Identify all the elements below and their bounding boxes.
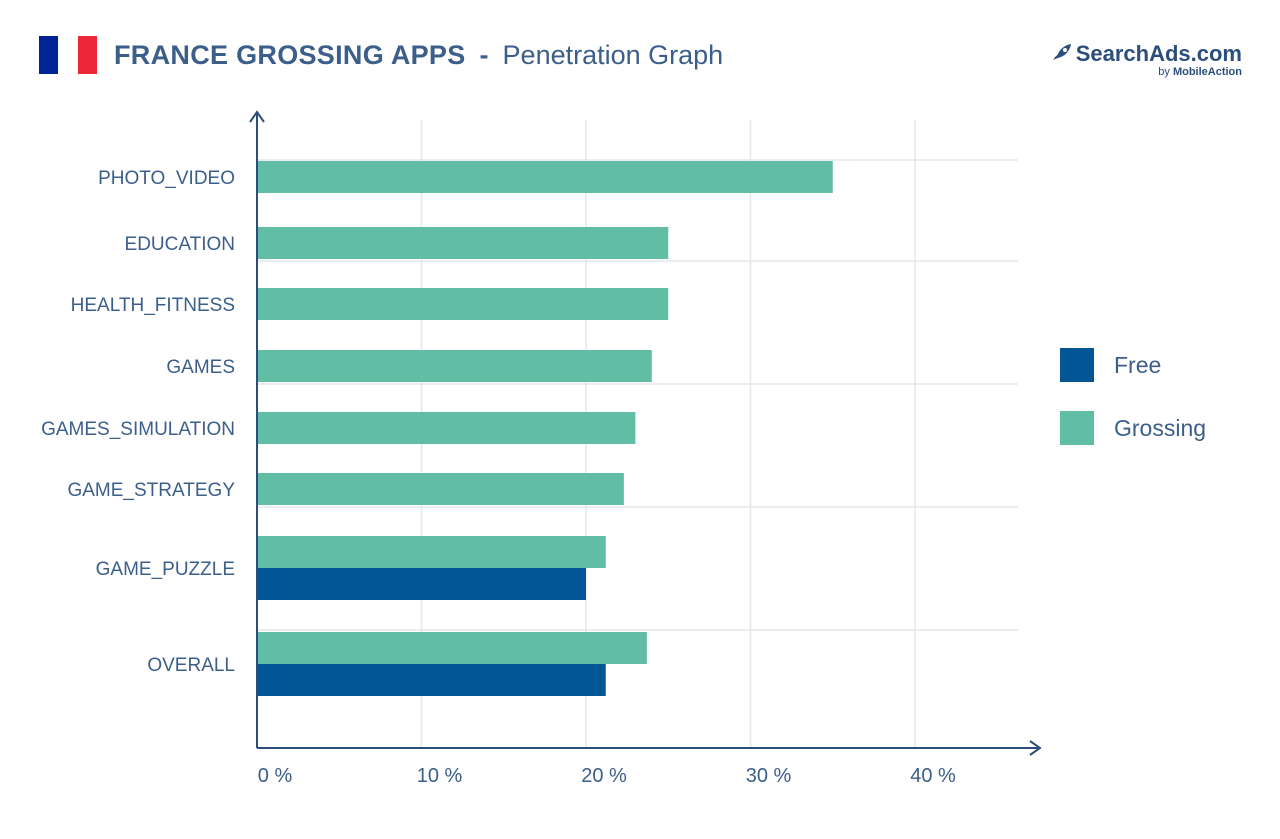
bar-grossing: [257, 227, 669, 259]
legend-label-grossing: Grossing: [1114, 415, 1206, 441]
title-separator: -: [479, 39, 489, 70]
x-tick-label: 10 %: [417, 765, 463, 787]
bar-free: [257, 568, 586, 600]
y-axis-arrow-icon: [249, 110, 265, 123]
bar-grossing: [257, 350, 652, 382]
bar-free: [257, 664, 606, 696]
bar-grossing: [257, 412, 636, 444]
logo-by-name: MobileAction: [1172, 66, 1242, 78]
bar-grossing: [257, 536, 606, 568]
searchads-logo: SearchAds.com by MobileAction: [1052, 42, 1242, 79]
category-label: GAME_PUZZLE: [96, 559, 235, 580]
x-tick-label: 30 %: [746, 765, 792, 787]
category-label: PHOTO_VIDEO: [98, 168, 235, 189]
category-label: EDUCATION: [125, 234, 235, 255]
legend-swatch-grossing: [1060, 411, 1094, 445]
rocket-icon: [1052, 42, 1072, 66]
flag-stripe-white: [58, 36, 78, 74]
x-axis-arrow-icon: [1029, 740, 1042, 756]
title-main: FRANCE GROSSING APPS: [114, 39, 466, 70]
x-tick-label: 40 %: [910, 765, 956, 787]
category-label: GAMES: [166, 357, 235, 378]
logo-brand: SearchAds.com: [1075, 41, 1242, 66]
logo-by: by: [1158, 66, 1170, 78]
bar-grossing: [257, 288, 669, 320]
category-label: GAME_STRATEGY: [67, 480, 235, 501]
page-title: FRANCE GROSSING APPS - Penetration Graph: [114, 36, 723, 74]
legend-swatch-free: [1060, 348, 1094, 382]
legend-label-free: Free: [1114, 352, 1161, 378]
x-tick-label: 0 %: [258, 765, 293, 787]
flag-stripe-blue: [39, 36, 59, 74]
title-subtitle: Penetration Graph: [502, 39, 724, 70]
category-label: GAMES_SIMULATION: [41, 419, 235, 440]
france-flag-icon: [39, 36, 97, 74]
category-label: HEALTH_FITNESS: [71, 295, 235, 316]
bar-grossing: [257, 632, 647, 664]
x-tick-label: 20 %: [581, 765, 627, 787]
bar-grossing: [257, 473, 624, 505]
flag-stripe-red: [77, 36, 97, 74]
bar-grossing: [257, 161, 833, 193]
category-label: OVERALL: [147, 655, 235, 676]
